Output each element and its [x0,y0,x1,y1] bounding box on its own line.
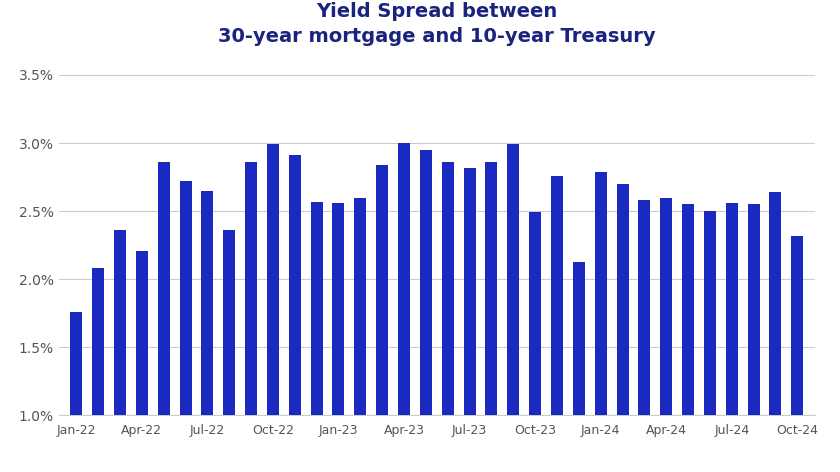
Bar [769,192,781,472]
Bar [376,165,388,472]
Bar [114,230,126,472]
Bar [333,203,344,472]
Bar [726,203,738,472]
Bar [245,162,257,472]
Bar [92,268,104,472]
Bar [398,143,410,472]
Bar [573,261,585,472]
Bar [267,144,279,472]
Bar [507,144,519,472]
Bar [223,230,235,472]
Bar [486,162,497,472]
Bar [180,181,192,472]
Bar [158,162,170,472]
Bar [71,312,82,472]
Bar [136,251,148,472]
Bar [704,211,716,472]
Bar [748,204,759,472]
Bar [551,176,563,472]
Bar [682,204,694,472]
Bar [791,236,803,472]
Bar [638,200,650,472]
Bar [420,150,432,472]
Title: Yield Spread between
30-year mortgage and 10-year Treasury: Yield Spread between 30-year mortgage an… [218,2,655,46]
Bar [354,197,366,472]
Bar [595,172,606,472]
Bar [617,184,628,472]
Bar [289,155,301,472]
Bar [311,202,323,472]
Bar [202,191,213,472]
Bar [464,168,475,472]
Bar [529,212,541,472]
Bar [660,197,672,472]
Bar [442,162,454,472]
